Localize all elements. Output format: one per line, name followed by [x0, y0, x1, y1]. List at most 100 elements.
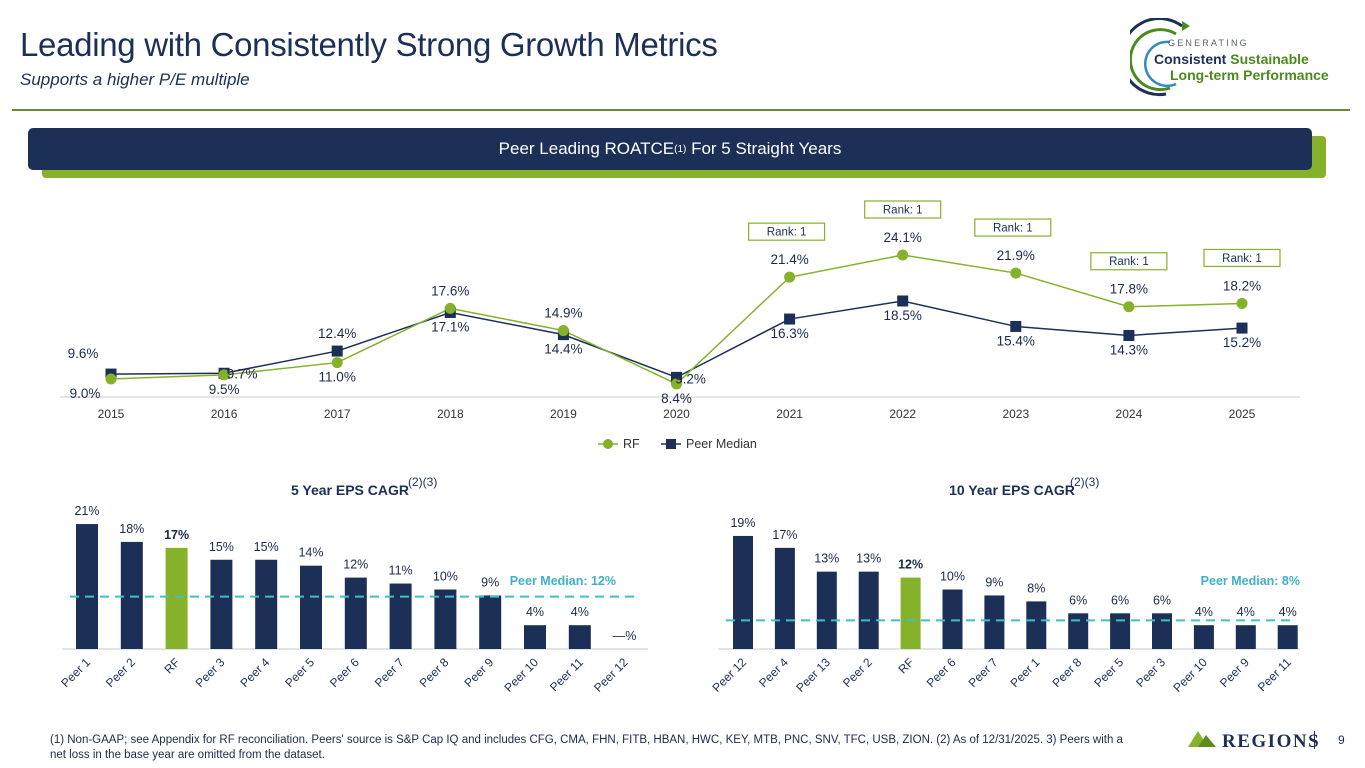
bar-value-label: 21% — [74, 504, 99, 518]
bar-value-label: 12% — [898, 558, 923, 572]
bar-category-label: Peer 11 — [547, 655, 586, 694]
bar-category-label: Peer 6 — [924, 655, 959, 690]
bar — [858, 571, 879, 649]
rf-point — [671, 378, 682, 390]
banner-footnote-ref: (1) — [674, 143, 687, 155]
rank-label: Rank: 1 — [1222, 253, 1262, 265]
peer-median-point — [1010, 320, 1022, 332]
x-tick-label: 2025 — [1229, 407, 1256, 421]
rf-data-label: 11.0% — [319, 370, 356, 385]
page-title: Leading with Consistently Strong Growth … — [20, 26, 718, 63]
title-divider — [12, 109, 1350, 111]
rf-point — [557, 325, 569, 337]
rf-line — [110, 254, 1243, 385]
bar — [1152, 613, 1172, 649]
peer-median-data-label: 18.5% — [884, 308, 922, 323]
bar-value-label: —% — [613, 629, 637, 643]
x-tick-label: 2020 — [663, 407, 690, 421]
peer-median-data-label: 16.3% — [770, 326, 808, 341]
logo-sustainable: Sustainable — [1230, 51, 1309, 67]
bar-category-label: Peer 6 — [327, 655, 362, 690]
bar-value-label: 9% — [985, 575, 1003, 589]
rf-point — [218, 369, 230, 381]
peer-median-label: Peer Median: 8% — [1201, 574, 1300, 588]
rank-box — [1203, 248, 1281, 268]
logo-arc-icon — [1130, 18, 1190, 97]
rf-data-label: 8.4% — [661, 391, 692, 406]
bar-category-label: Peer 2 — [103, 655, 138, 690]
bar — [210, 559, 233, 649]
rf-point — [1236, 297, 1248, 309]
bar-category-label: Peer 3 — [1133, 655, 1168, 690]
bar — [524, 625, 546, 649]
bar-value-label: 18% — [119, 522, 144, 536]
bar-chart-title-footnote: (2)(3) — [1070, 475, 1099, 489]
bar-value-label: 10% — [940, 570, 965, 584]
bar-chart-title-footnote: (2)(3) — [408, 475, 437, 489]
bar-value-label: 6% — [1153, 593, 1171, 607]
rank-label: Rank: 1 — [993, 223, 1033, 235]
bar-category-label: Peer 3 — [193, 655, 228, 690]
peer-median-data-label: 14.4% — [544, 342, 582, 357]
rf-point — [897, 249, 909, 261]
bar-value-label: 12% — [343, 558, 368, 572]
peer-median-data-label: 9.7% — [227, 366, 258, 381]
x-tick-label: 2015 — [98, 407, 125, 421]
logo-consistent: Consistent — [1154, 51, 1227, 67]
bar — [300, 565, 322, 649]
peer-median-point — [897, 295, 909, 307]
bar — [165, 547, 188, 649]
banner-text: Peer Leading ROATCE — [498, 139, 675, 158]
x-tick-label: 2022 — [889, 407, 916, 421]
rf-data-label: 17.6% — [431, 283, 469, 298]
page-number: 9 — [1338, 733, 1345, 747]
bar-category-label: Peer 8 — [1049, 655, 1084, 690]
logo-line-2: Long-term Performance — [1170, 67, 1329, 83]
bar — [1110, 613, 1131, 649]
page-subtitle: Supports a higher P/E multiple — [20, 70, 250, 89]
bar-category-label: Peer 5 — [282, 655, 317, 690]
bar — [774, 547, 795, 649]
rf-data-label: 18.2% — [1223, 278, 1261, 293]
bar-value-label: 13% — [856, 552, 881, 566]
bar — [1277, 625, 1298, 649]
bar-value-label: 14% — [298, 546, 323, 560]
peer-median-data-label: 12.4% — [318, 326, 356, 341]
x-tick-label: 2023 — [1002, 407, 1029, 421]
bar-category-label: Peer 12 — [591, 655, 631, 695]
rf-data-label: 9.5% — [209, 382, 240, 397]
bar — [344, 577, 367, 649]
rf-point — [331, 357, 343, 369]
peer-median-label: Peer Median: 12% — [510, 574, 616, 588]
bar-category-label: RF — [896, 655, 917, 676]
footnote: (1) Non-GAAP; see Appendix for RF reconc… — [50, 734, 1123, 761]
bar-value-label: 19% — [730, 516, 755, 530]
x-tick-label: 2017 — [324, 407, 351, 421]
banner-text-2: For 5 Straight Years — [686, 139, 842, 158]
legend-rf-label: RF — [623, 437, 640, 451]
bar — [1235, 625, 1256, 649]
rank-box — [864, 200, 942, 219]
rf-data-label: 24.1% — [884, 230, 922, 245]
bar — [479, 595, 502, 649]
peer-median-data-label: 14.3% — [1110, 342, 1148, 357]
bar-value-label: 6% — [1111, 593, 1129, 607]
rf-data-label: 14.9% — [544, 306, 582, 321]
bar-value-label: 11% — [389, 564, 413, 578]
bar-category-label: Peer 4 — [756, 655, 791, 690]
bar — [255, 559, 278, 649]
peer-median-point — [784, 313, 796, 325]
bar-category-label: Peer 10 — [1170, 655, 1210, 695]
legend-rf-marker — [603, 439, 613, 449]
x-tick-label: 2021 — [776, 407, 803, 421]
regions-triangle-icon — [1188, 731, 1216, 747]
bar-category-label: Peer 11 — [1255, 655, 1294, 694]
peer-median-data-label: 9.2% — [675, 371, 706, 386]
rf-point — [444, 302, 456, 314]
legend-peer-marker — [666, 439, 676, 449]
rf-data-label: 21.9% — [997, 248, 1035, 263]
bar-category-label: Peer 8 — [417, 655, 452, 690]
bar — [1068, 613, 1089, 649]
bar-value-label: 4% — [526, 605, 544, 619]
